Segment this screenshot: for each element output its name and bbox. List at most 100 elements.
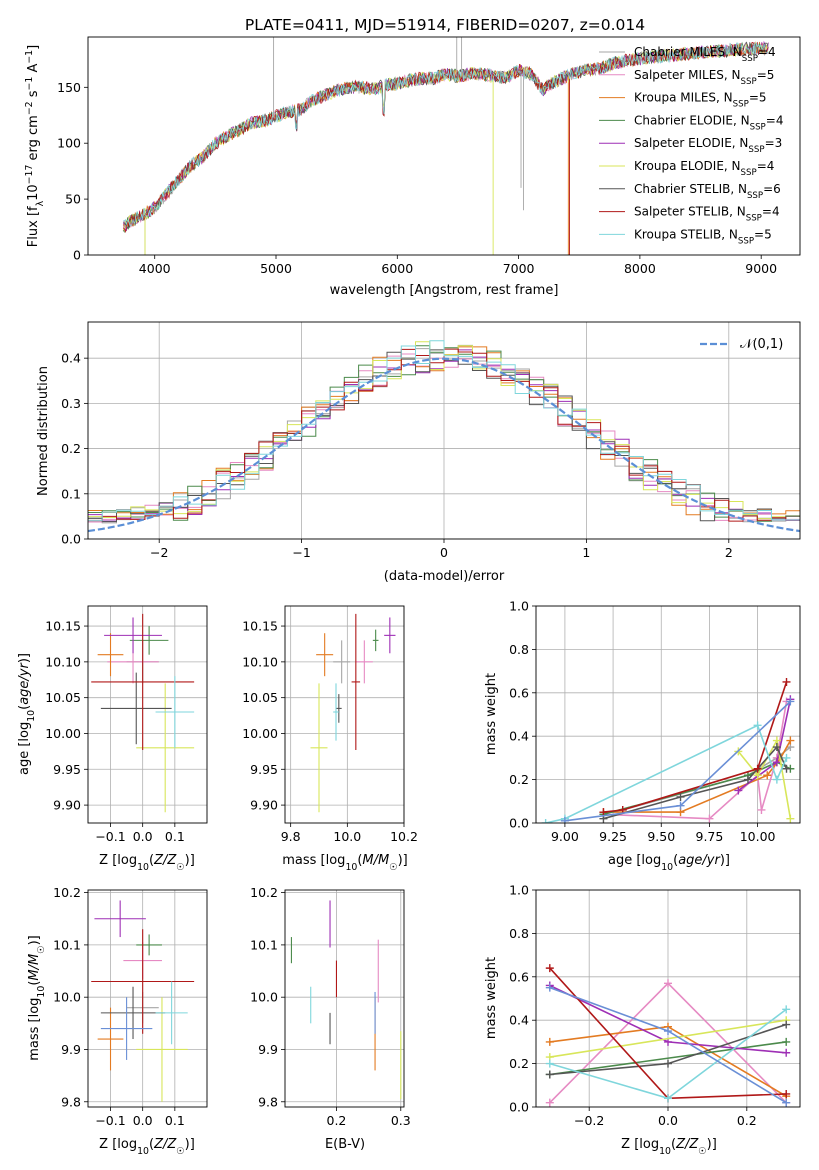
- tick-label-y: 10.10: [45, 654, 81, 669]
- tick-label-x: 0: [440, 545, 448, 560]
- figure-title: PLATE=0411, MJD=51914, FIBERID=0207, z=0…: [245, 16, 645, 34]
- weight-line: [603, 681, 788, 813]
- tick-label-y: 10.2: [53, 885, 81, 900]
- tick-label-y: 0.0: [509, 1100, 529, 1115]
- plus-marker: [545, 1037, 554, 1046]
- tick-label-x: 9.50: [647, 829, 675, 844]
- tick-label-x: 5000: [260, 261, 292, 276]
- tick-label-y: 0.0: [509, 816, 529, 831]
- legend-entry: Kroupa ELODIE, NSSP=4: [634, 159, 774, 178]
- plot-area: [536, 606, 800, 823]
- weight-line: [549, 1019, 787, 1058]
- tick-label-y: 9.95: [250, 762, 278, 777]
- tick-label-y: 10.00: [45, 726, 81, 741]
- tick-label-y: 0.1: [61, 486, 81, 501]
- axes-frame: [284, 889, 405, 1108]
- tick-label-y: 10.00: [242, 726, 278, 741]
- plus-marker: [772, 775, 781, 784]
- tick-label-y: 0.4: [509, 1013, 529, 1028]
- axes-frame: [535, 605, 801, 824]
- panel-age_vs_Z: −0.1 0.0 0.1 9.90 9.95 10.00 10.05 10.10 10.15 Z …: [17, 605, 208, 873]
- panel-spectrum: 4000 5000 6000 7000 8000 9000 0 50 100 150 wavelen…: [24, 36, 801, 298]
- plus-marker: [545, 1098, 554, 1107]
- legend-entry: Chabrier STELIB, NSSP=6: [634, 182, 781, 201]
- y-axis-label: mass weight: [484, 673, 499, 755]
- plus-marker: [545, 964, 554, 973]
- tick-label-x: 0.2: [737, 1113, 757, 1128]
- tick-label-x: 9.00: [551, 829, 579, 844]
- tick-label-y: 10.05: [45, 690, 81, 705]
- tick-label-x: 9.25: [599, 829, 627, 844]
- tick-label-y: 0: [73, 248, 81, 263]
- tick-label-y: 9.9: [258, 1042, 278, 1057]
- tick-label-y: 10.15: [242, 619, 278, 634]
- tick-label-y: 10.0: [53, 990, 81, 1005]
- tick-label-y: 10.0: [250, 990, 278, 1005]
- tick-label-x: 10.0: [333, 829, 361, 844]
- tick-label-y: 0.2: [509, 1056, 529, 1071]
- tick-label-y: 9.9: [61, 1042, 81, 1057]
- axes-frame: [284, 605, 405, 824]
- tick-label-x: 7000: [503, 261, 535, 276]
- tick-label-y: 10.1: [53, 937, 81, 952]
- plus-marker: [782, 753, 791, 762]
- axes-frame: [87, 36, 801, 256]
- legend-entry: Kroupa MILES, NSSP=5: [634, 91, 767, 110]
- tick-label-y: 0.3: [61, 396, 81, 411]
- tick-label-x: 0.1: [165, 1113, 185, 1128]
- axes-frame: [87, 889, 208, 1108]
- plus-marker: [541, 819, 550, 823]
- tick-label-x: 0.3: [391, 1113, 411, 1128]
- plus-marker: [786, 814, 795, 823]
- tick-label-y: 9.8: [61, 1094, 81, 1109]
- plus-marker: [782, 1098, 791, 1107]
- plus-marker: [782, 1089, 791, 1098]
- panel-age_vs_mass: 9.8 10.0 10.2 9.90 9.95 10.00 10.05 10.10 10.15 m…: [242, 605, 418, 873]
- histogram-step: [88, 340, 800, 522]
- plus-marker: [676, 792, 685, 801]
- plus-marker: [786, 697, 795, 706]
- tick-label-y: 100: [57, 136, 81, 151]
- tick-label-y: 10.15: [45, 619, 81, 634]
- plus-marker: [664, 1059, 672, 1068]
- tick-label-x: −0.2: [574, 1113, 604, 1128]
- legend-entry: Kroupa STELIB, NSSP=5: [634, 227, 772, 246]
- tick-label-x: 2: [725, 545, 733, 560]
- tick-label-x: 9.8: [281, 829, 301, 844]
- tick-label-y: 0.4: [61, 351, 81, 366]
- x-axis-label: mass [log10(M/M☉)]: [282, 853, 408, 873]
- plus-marker: [782, 677, 791, 686]
- tick-label-x: 4000: [139, 261, 171, 276]
- tick-label-y: 10.05: [242, 690, 278, 705]
- plus-marker: [676, 801, 685, 810]
- tick-label-y: 0.2: [509, 772, 529, 787]
- panel-mass_vs_ebv: 0.2 0.3 9.8 9.9 10.0 10.1 10.2 E(B-V): [250, 885, 411, 1152]
- panel-residuals: −2 −1 0 1 2 0.0 0.1 0.2 0.3 0.4 𝒩(0,1) (data-model)…: [36, 321, 801, 584]
- tick-label-x: 10.00: [740, 829, 776, 844]
- tick-label-y: 0.8: [509, 926, 529, 941]
- plus-marker: [599, 808, 608, 817]
- x-axis-label: age [log10(age/yr)]: [608, 853, 730, 873]
- legend-entry: Salpeter STELIB, NSSP=4: [634, 205, 780, 224]
- weight-line: [549, 1041, 787, 1076]
- legend-entry: 𝒩(0,1): [740, 337, 783, 352]
- tick-label-x: 9000: [745, 261, 777, 276]
- tick-label-x: 0.0: [658, 1113, 678, 1128]
- legend-entry: Salpeter MILES, NSSP=5: [634, 68, 774, 87]
- tick-label-x: 1: [582, 545, 590, 560]
- y-axis-label: Normed distribution: [36, 366, 51, 496]
- axes-frame: [535, 889, 801, 1108]
- plot-area: [88, 322, 800, 539]
- tick-label-y: 9.90: [250, 798, 278, 813]
- y-axis-label: mass weight: [484, 957, 499, 1039]
- tick-label-x: −2: [150, 545, 168, 560]
- plus-marker: [664, 979, 672, 988]
- plus-marker: [743, 775, 752, 784]
- x-axis-label: wavelength [Angstrom, rest frame]: [330, 283, 559, 298]
- panel-massweight_vs_age: 9.00 9.25 9.50 9.75 10.00 0.0 0.2 0.4 0.6 0.8 1.0 a…: [484, 599, 801, 873]
- y-axis-label: Flux [fλ10−17 erg cm−2 s−1 A−1]: [24, 45, 46, 247]
- plus-marker: [753, 764, 762, 773]
- tick-label-y: 1.0: [509, 599, 529, 614]
- x-axis-label: (data-model)/error: [384, 569, 505, 584]
